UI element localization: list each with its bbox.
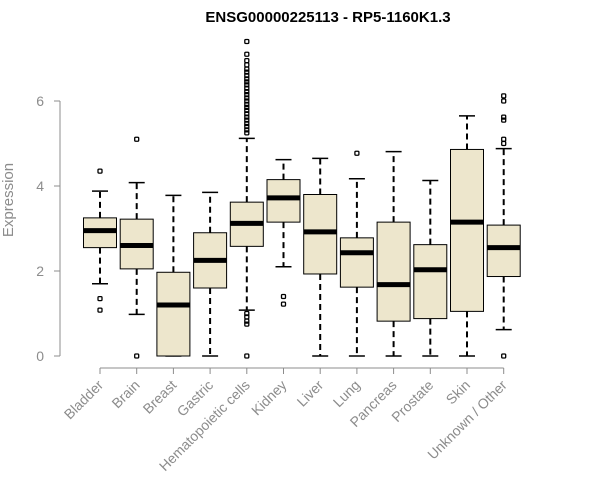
outlier-point bbox=[244, 117, 250, 123]
outlier-point bbox=[134, 353, 140, 359]
outlier-point bbox=[501, 93, 507, 99]
outlier-point bbox=[501, 117, 507, 123]
outlier-point bbox=[244, 104, 250, 111]
outlier-point bbox=[244, 91, 250, 98]
x-tick-label: Skin bbox=[443, 377, 474, 408]
box-bladder bbox=[83, 168, 117, 313]
box-gastric bbox=[193, 191, 228, 357]
outlier-point bbox=[244, 62, 250, 68]
outlier-point bbox=[280, 293, 287, 300]
box-rect bbox=[266, 179, 301, 223]
outlier-point bbox=[244, 79, 250, 85]
outlier-point bbox=[501, 98, 507, 104]
box-rect bbox=[413, 244, 448, 320]
outlier-point bbox=[280, 301, 287, 307]
outlier-point bbox=[244, 66, 250, 72]
x-tick-label: Liver bbox=[294, 377, 327, 410]
y-tick-label: 2 bbox=[36, 263, 44, 279]
outlier-point bbox=[244, 38, 250, 45]
box-series bbox=[83, 38, 521, 359]
box-kidney bbox=[266, 158, 301, 307]
y-tick-label: 6 bbox=[36, 93, 44, 109]
box-rect bbox=[339, 237, 374, 288]
x-tick-label: Kidney bbox=[248, 377, 290, 419]
y-tick-label: 0 bbox=[36, 348, 44, 364]
outlier-point bbox=[97, 295, 103, 302]
y-axis-label: Expression bbox=[0, 163, 17, 237]
outlier-point bbox=[244, 123, 250, 130]
outlier-point bbox=[244, 130, 250, 136]
x-tick-label: Brain bbox=[108, 377, 142, 411]
chart-title: ENSG00000225113 - RP5-1160K1.3 bbox=[205, 9, 450, 26]
box-liver bbox=[303, 157, 338, 357]
box-pancreas bbox=[376, 150, 411, 357]
outlier-point bbox=[501, 136, 507, 142]
outlier-point bbox=[244, 98, 250, 104]
box-brain bbox=[119, 136, 154, 359]
outlier-point bbox=[244, 57, 250, 64]
outlier-point bbox=[244, 318, 250, 324]
outlier-point bbox=[244, 310, 250, 317]
outlier-point bbox=[97, 168, 103, 174]
outlier-point bbox=[244, 51, 250, 57]
box-unknown-other bbox=[486, 93, 521, 359]
box-prostate bbox=[413, 179, 448, 357]
outlier-point bbox=[244, 353, 250, 359]
box-rect bbox=[376, 221, 411, 322]
box-rect bbox=[486, 224, 521, 278]
outlier-point bbox=[97, 307, 103, 313]
x-tick-label: Breast bbox=[140, 377, 180, 417]
x-tick-label: Lung bbox=[330, 377, 363, 410]
box-breast bbox=[156, 194, 191, 357]
axes: 0 2 4 6 bbox=[36, 93, 505, 374]
box-rect bbox=[156, 271, 191, 357]
outlier-point bbox=[501, 140, 507, 147]
outlier-point bbox=[244, 82, 250, 88]
outlier-point bbox=[501, 114, 507, 120]
outlier-point bbox=[134, 136, 140, 142]
y-tick-label: 4 bbox=[36, 178, 44, 194]
outlier-point bbox=[244, 69, 250, 75]
outlier-point bbox=[501, 353, 507, 359]
x-tick-label: Bladder bbox=[61, 377, 107, 423]
outlier-point bbox=[244, 107, 250, 113]
box-skin bbox=[450, 115, 484, 357]
outlier-point bbox=[244, 321, 250, 327]
box-hematopoietic-cells bbox=[229, 38, 264, 359]
outlier-point bbox=[354, 150, 360, 156]
box-rect bbox=[450, 148, 484, 312]
box-lung bbox=[339, 150, 374, 357]
